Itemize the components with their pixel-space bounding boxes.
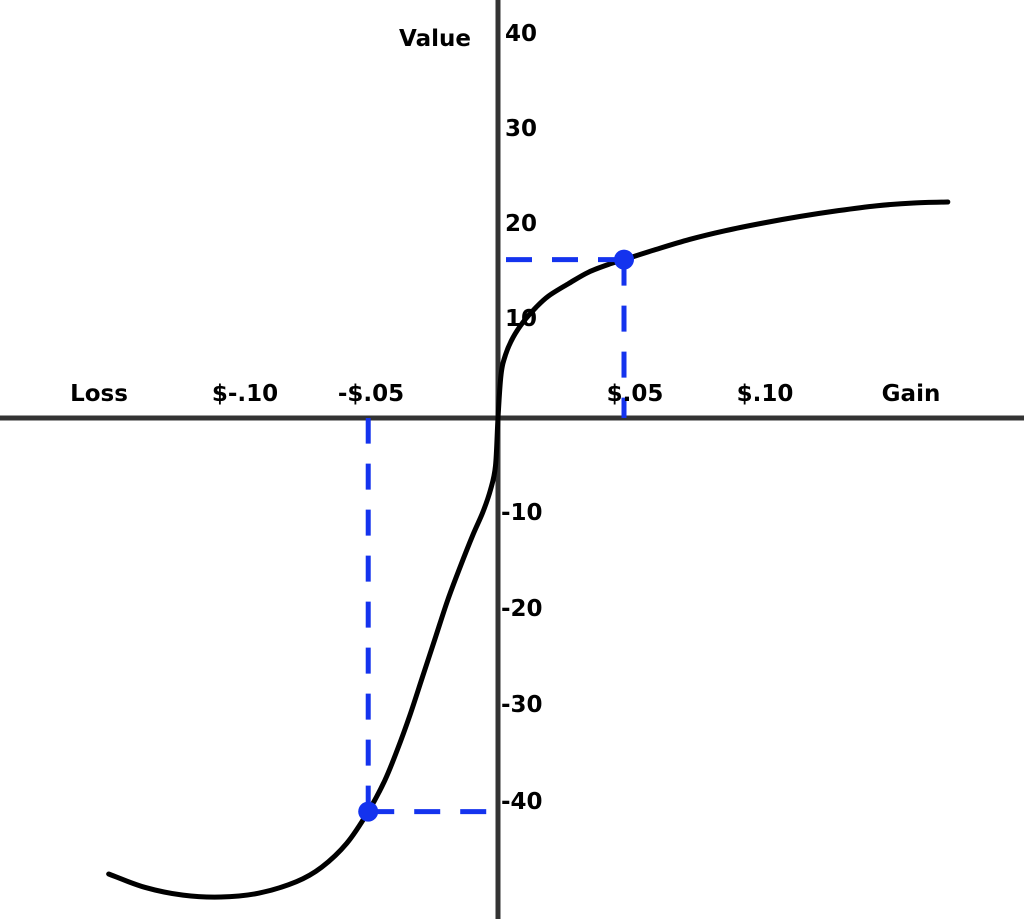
y-tick-label-neg10: -10 <box>501 500 543 526</box>
x-tick-label-neg10: $-.10 <box>211 381 279 407</box>
y-tick-label-10: 10 <box>505 306 538 332</box>
y-axis-title: Value <box>399 26 471 52</box>
loss-data-point[interactable] <box>358 801 379 822</box>
x-tick-label-pos05: $.05 <box>606 381 664 407</box>
x-tick-label-pos10: $.10 <box>736 381 794 407</box>
y-tick-label-neg40: -40 <box>501 789 543 815</box>
x-axis-title-loss: Loss <box>70 381 128 407</box>
y-tick-label-20: 20 <box>505 211 538 237</box>
y-tick-label-40: 40 <box>505 21 538 47</box>
gain-marker-guides <box>498 257 627 418</box>
y-tick-label-neg30: -30 <box>501 692 543 718</box>
x-tick-label-neg05: -$.05 <box>337 381 405 407</box>
value-function-curve <box>106 199 951 900</box>
y-tick-label-neg20: -20 <box>501 596 543 622</box>
y-tick-label-30: 30 <box>505 116 538 142</box>
gain-data-point[interactable] <box>614 249 634 270</box>
loss-marker-guides <box>365 418 498 815</box>
x-axis-title-gain: Gain <box>881 381 941 407</box>
